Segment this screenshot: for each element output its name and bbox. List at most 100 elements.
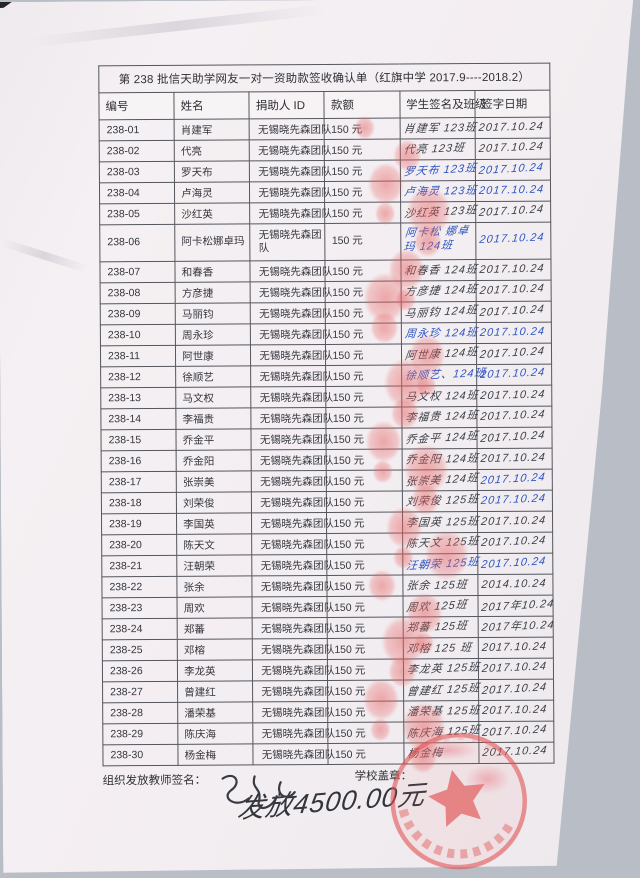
table-row: 238-16 乔金阳 无锡晓先森团队 150 元乔金阳 124班 2017.10.24: [101, 448, 553, 472]
cell-name: 阿世康: [175, 344, 251, 367]
cell-sig: 张崇美 124班: [401, 469, 480, 492]
cell-amt: 150 元: [325, 281, 401, 303]
cell-amt: 150 元: [325, 344, 402, 366]
cell-name: 徐顺艺: [175, 365, 252, 388]
handwritten-date: 2017.10.24: [477, 140, 545, 156]
cell-id: 238-03: [99, 161, 175, 183]
cell-date: 2017.10.24: [476, 364, 552, 386]
cell-date: 2017年10.24: [477, 616, 555, 638]
cell-sig: 肖建军 123班: [399, 117, 477, 140]
handwritten-sig: 刘荣俊 125班: [404, 493, 480, 509]
cell-id: 238-23: [102, 597, 178, 619]
handwritten-date: 2017.10.24: [479, 471, 547, 488]
cell-sig: 徐顺艺、124班: [401, 364, 487, 387]
cell-name: 方彦捷: [175, 281, 251, 304]
handwritten-sig: 马文权 124班: [404, 389, 479, 404]
cell-name: 和春香: [175, 260, 251, 283]
cell-id: 238-10: [100, 324, 176, 346]
table-row: 238-08 方彦捷 无锡晓先森团队 150 元方彦捷 124班 2017.10.24: [100, 280, 552, 304]
cell-donor: 无锡晓先森团队: [253, 743, 335, 765]
table-row: 238-21 汪朝荣 无锡晓先森团队 150 元汪朝荣 125班 2017.10.24: [101, 553, 553, 577]
cell-sig: 潘荣基 125班: [403, 700, 481, 722]
handwritten-date: 2017.10.24: [479, 408, 546, 424]
handwritten-sig: 汪朝荣 125班: [404, 556, 480, 573]
cell-date: 2017.10.24: [476, 385, 552, 407]
handwritten-date: 2017.10.24: [477, 120, 544, 135]
cell-date: 2017.10.24: [476, 322, 552, 344]
cell-sig: 马文权 124班: [401, 385, 479, 408]
handwritten-date: 2017.10.24: [479, 325, 546, 340]
cell-donor: 无锡晓先森团队: [250, 344, 333, 366]
cell-amt: 150 元: [326, 491, 403, 513]
cell-id: 238-11: [100, 345, 176, 367]
cell-sig: 刘荣俊 125班: [401, 490, 480, 513]
handwritten-sig: 罗天布 123班: [402, 162, 478, 179]
cell-date: 2017.10.24: [475, 180, 551, 202]
cell-name: 张余: [177, 575, 253, 598]
cell-name: 乔金平: [176, 428, 252, 451]
handwritten-date: 2017年10.24: [480, 619, 555, 635]
cell-sig: 乔金平 124班: [401, 427, 479, 450]
cell-donor: 无锡晓先森团队: [249, 139, 332, 161]
table-row: 238-13 马文权 无锡晓先森团队 150 元马文权 124班 2017.10.24: [100, 385, 552, 409]
header-row: 编号 姓名 捐助人 ID 款额 学生签名及班级 签字日期: [98, 90, 551, 120]
cell-name: 曾建红: [177, 680, 253, 703]
cell-sig: 阿世康 124班: [401, 343, 478, 366]
cell-amt: 150 元: [324, 181, 401, 203]
cell-date: 2014.10.24: [477, 574, 553, 596]
cell-donor: 无锡晓先森团队: [251, 470, 334, 492]
cell-id: 238-29: [102, 723, 179, 745]
cell-id: 238-21: [101, 555, 178, 577]
cell-amt: 150 元: [327, 679, 404, 702]
cell-name: 郑蕃: [177, 617, 253, 640]
cell-amt: 150 元: [324, 139, 400, 161]
handwritten-sig: 卢海灵 123班: [403, 184, 478, 199]
cell-date: 2017.10.24: [475, 280, 552, 302]
cell-amt: 150 元: [325, 302, 401, 324]
cell-name: 卢海灵: [174, 181, 250, 204]
handwritten-sig: 乔金阳 124班: [404, 452, 480, 467]
cell-id: 238-26: [102, 660, 178, 682]
cell-sig: 沙红英 123班: [400, 201, 478, 224]
handwritten-sig: 张崇美 124班: [404, 472, 480, 489]
cell-amt: 150 元: [326, 365, 402, 387]
cell-id: 238-16: [101, 450, 177, 472]
handwritten-sig: 邓榕 125 班: [405, 641, 473, 656]
table-row: 238-04 卢海灵 无锡晓先森团队 150 元卢海灵 123班 2017.10.24: [99, 180, 551, 204]
cell-name: 李龙英: [177, 659, 253, 682]
cell-id: 238-14: [100, 408, 177, 430]
handwritten-date: 2017.10.24: [479, 388, 546, 403]
cell-donor: 无锡晓先森团队: [250, 281, 332, 303]
cell-date: 2017.10.24: [475, 222, 551, 260]
cell-date: 2017.10.24: [476, 427, 553, 449]
cell-donor: 无锡晓先森团队: [251, 533, 334, 555]
cell-name: 刘荣俊: [176, 491, 252, 514]
table-row: 238-24 郑蕃 无锡晓先森团队 150 元郑蕃 125班 2017年10.24: [102, 616, 555, 640]
cell-amt: 150 元: [327, 595, 403, 618]
table-row: 238-14 李福贵 无锡晓先森团队 150 元李福贵 124班 2017.10.24: [100, 406, 552, 430]
handwritten-sig: 阿卡松 娜卓玛 124班: [402, 225, 470, 254]
cell-sig: 李福贵 124班: [401, 406, 479, 429]
cell-name: 陈天文: [176, 533, 253, 556]
cell-amt: 150 元: [326, 407, 402, 429]
cell-amt: 150 元: [326, 470, 402, 492]
cell-id: 238-22: [101, 576, 178, 598]
cell-id: 238-27: [102, 681, 178, 703]
cell-name: 张崇美: [176, 470, 252, 493]
cell-sig: 和春香 124班: [400, 259, 478, 282]
cell-name: 乔金阳: [176, 449, 252, 472]
cell-donor: 无锡晓先森团队: [252, 596, 334, 618]
cell-donor: 无锡晓先森团队: [252, 680, 335, 702]
handwritten-date: 2017.10.24: [478, 345, 546, 362]
handwritten-sig: 沙红英 123班: [402, 204, 478, 221]
teacher-signature-scribble: [221, 774, 296, 810]
cell-sig: 罗天布 123班: [399, 159, 478, 182]
cell-date: 2017.10.24: [474, 117, 551, 139]
cell-donor: 无锡晓先森团队: [252, 701, 335, 723]
cell-donor: 无锡晓先森团队: [252, 575, 334, 597]
handwritten-sig: 周永珍 124班: [403, 326, 479, 341]
handwritten-date: 2017.10.24: [478, 203, 545, 220]
handwritten-date: 2017.10.24: [481, 681, 548, 698]
cell-date: 2017.10.24: [477, 553, 553, 575]
table-row: 238-01 肖建军 无锡晓先森团队 150 元肖建军 123班 2017.10.24: [99, 117, 551, 141]
